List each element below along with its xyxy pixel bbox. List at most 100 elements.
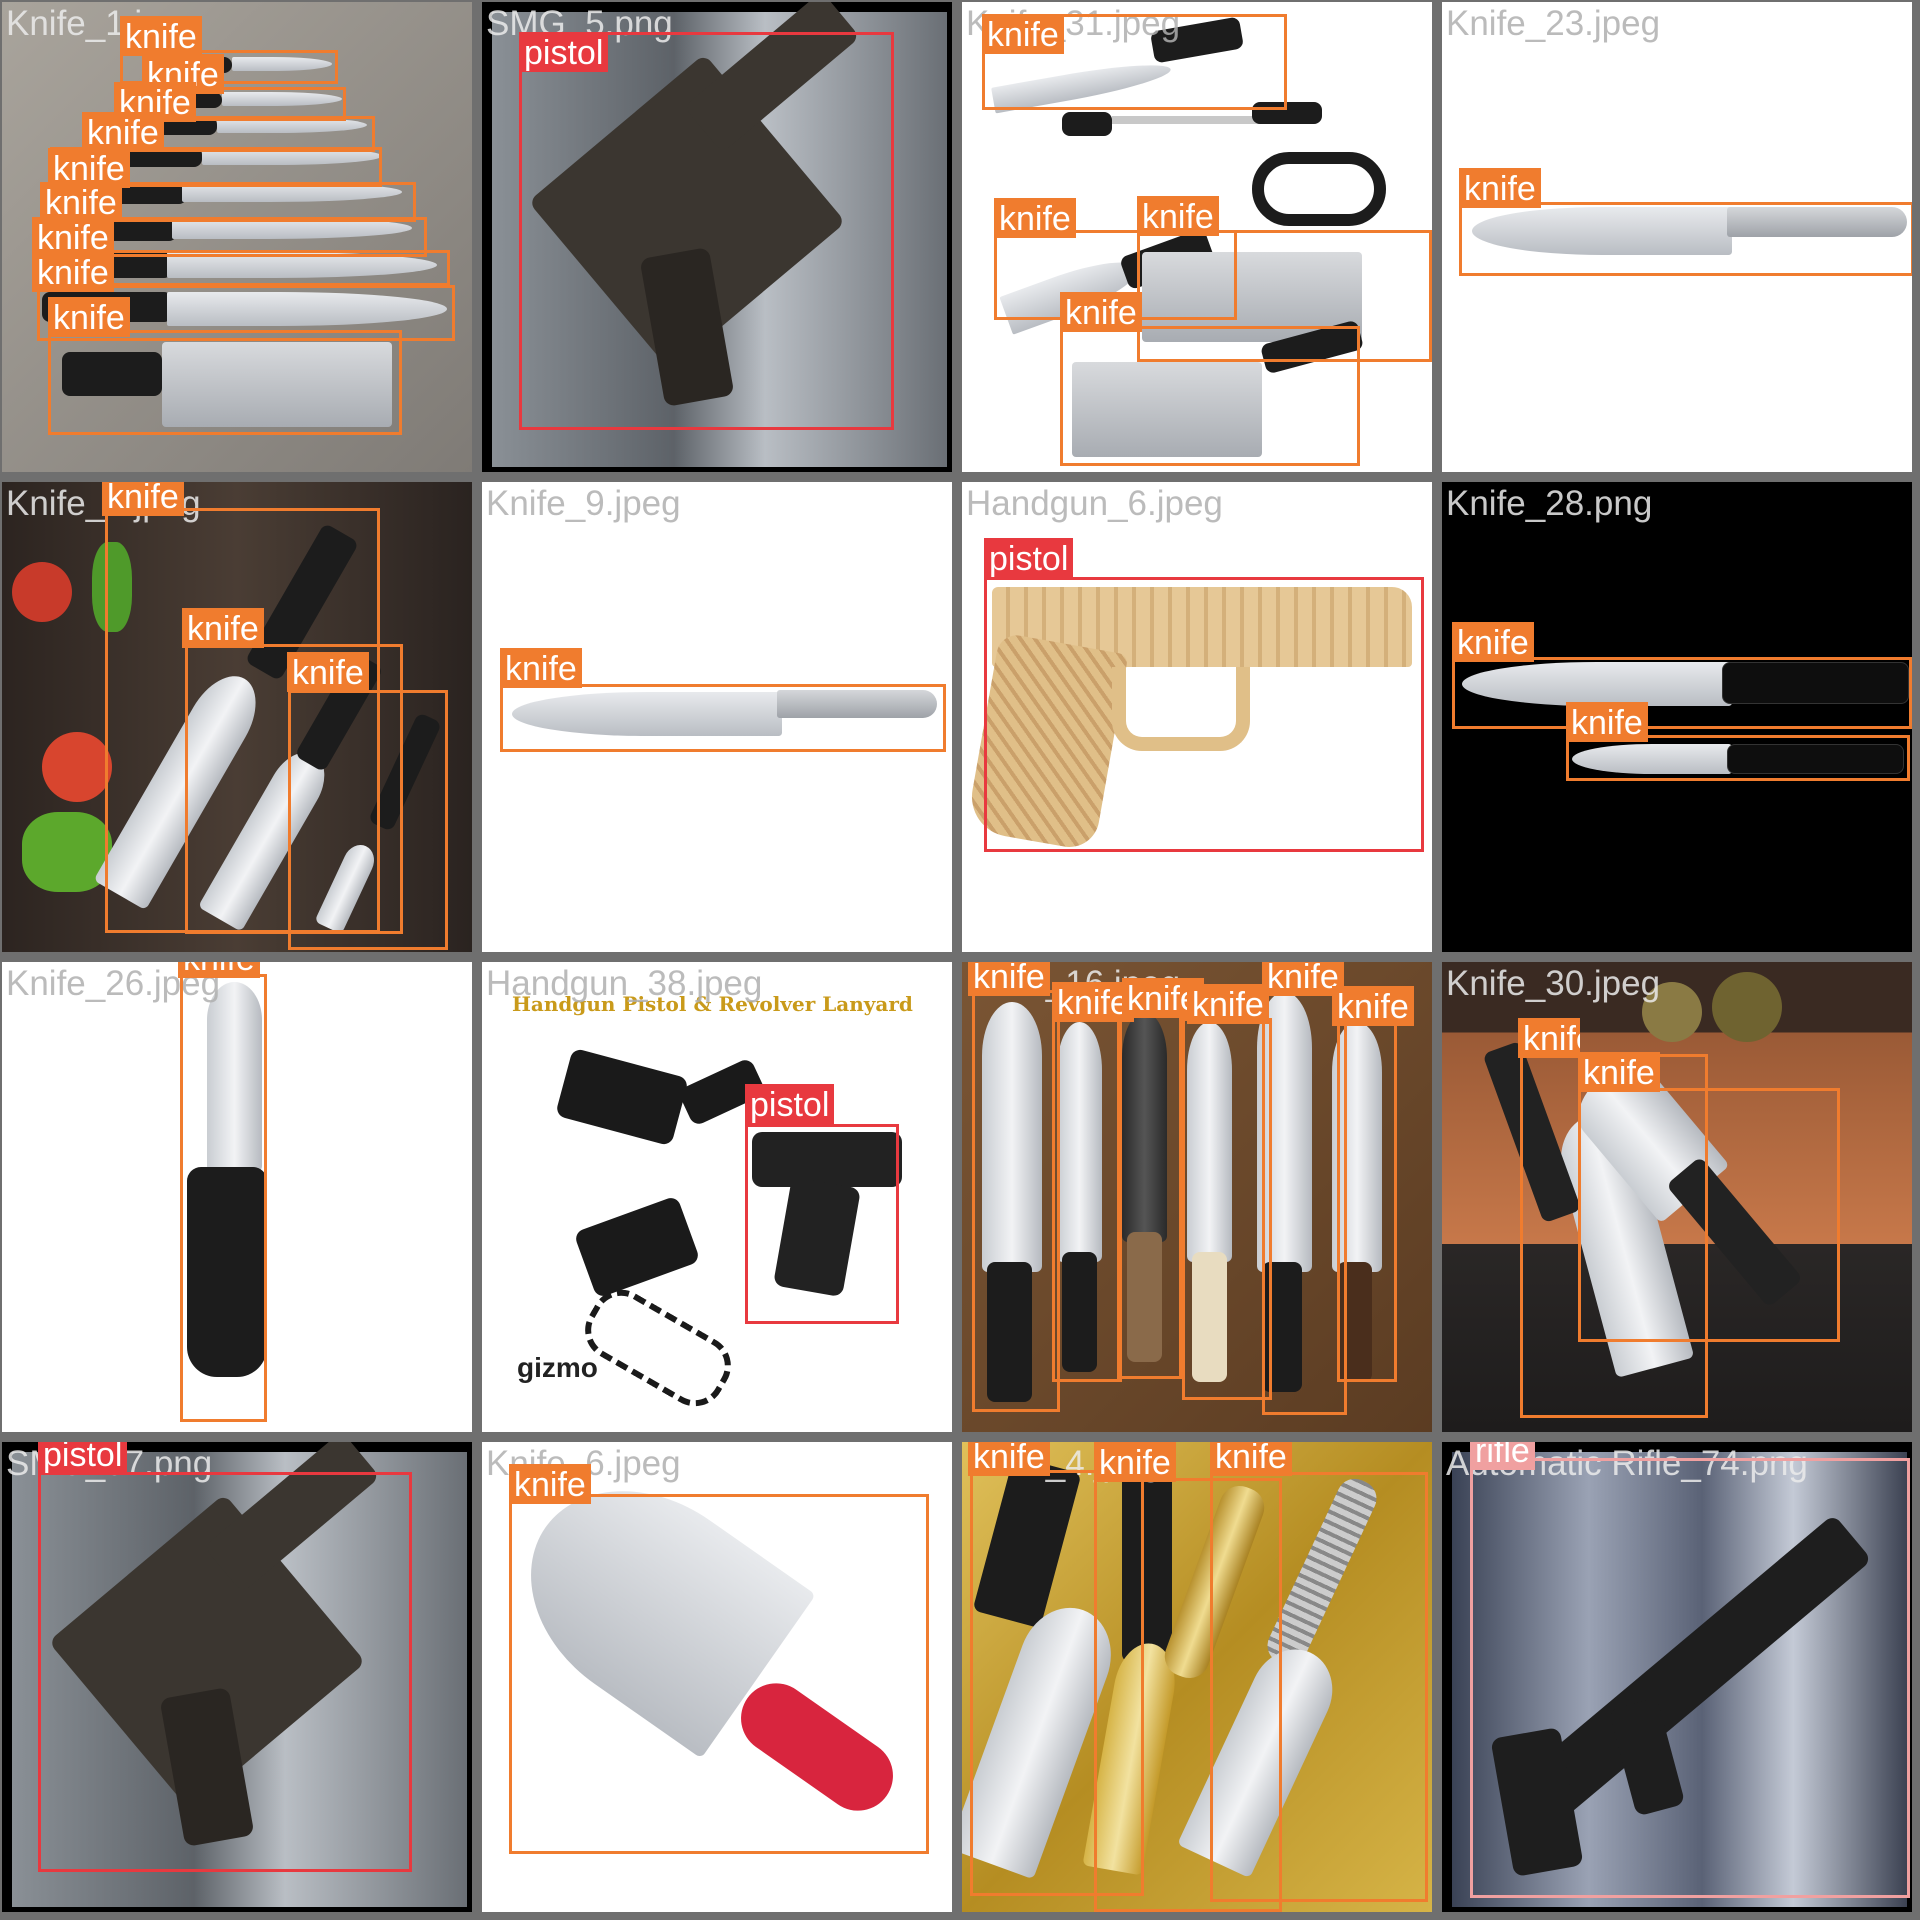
image-tile[interactable]: Automatic Rifle_74.png rifle <box>1442 1442 1912 1912</box>
detection-label: knife <box>102 482 184 516</box>
detection-label: knife <box>178 962 260 978</box>
detection-label: knife <box>994 198 1076 238</box>
image-tile[interactable]: Knife_9.jpeg knife <box>482 482 952 952</box>
detection-box[interactable] <box>745 1124 899 1324</box>
tile-image <box>2 482 472 952</box>
detection-box[interactable] <box>1459 202 1912 276</box>
detection-label: knife <box>48 148 130 188</box>
image-filename: Knife_28.png <box>1446 484 1653 523</box>
detection-label: knife <box>1094 1442 1176 1482</box>
detection-box[interactable] <box>1052 1016 1122 1382</box>
detection-box[interactable] <box>1470 1458 1910 1898</box>
detection-label: knife <box>48 297 130 337</box>
detection-box[interactable] <box>1262 990 1347 1415</box>
detection-label: knife <box>287 652 369 692</box>
detection-box[interactable] <box>509 1494 929 1854</box>
detection-label: knife <box>982 14 1064 54</box>
detection-box[interactable] <box>1452 657 1912 729</box>
detection-box[interactable] <box>1337 1022 1397 1382</box>
image-filename: Handgun_38.jpeg <box>486 964 763 1003</box>
brand-logo: gizmo <box>517 1352 598 1383</box>
detection-label: knife <box>1137 196 1219 236</box>
image-tile[interactable]: Handgun_6.jpeg pistol <box>962 482 1432 952</box>
detection-label: knife <box>968 962 1050 996</box>
detection-label: knife <box>509 1464 591 1504</box>
detection-label: knife <box>32 252 114 292</box>
detection-label: knife <box>1566 702 1648 742</box>
tile-image <box>482 2 952 472</box>
detection-label: knife <box>1187 984 1269 1024</box>
detection-box[interactable] <box>48 330 402 435</box>
detection-box[interactable] <box>288 690 448 950</box>
image-tile[interactable]: Knife_4.jpeg knife knife knife <box>962 1442 1432 1912</box>
detection-label: knife <box>1452 622 1534 662</box>
detection-label: knife <box>1518 1018 1580 1058</box>
detection-label: knife <box>1459 168 1541 208</box>
detection-label: knife <box>40 182 122 222</box>
image-tile[interactable]: Knife_31.jpeg knife knife knife knife <box>962 2 1432 472</box>
detection-label: knife <box>1060 292 1142 332</box>
tile-image <box>2 962 472 1432</box>
detection-label: knife <box>82 112 164 152</box>
detection-box[interactable] <box>984 577 1424 852</box>
image-tile[interactable]: Knife_6.jpeg knife <box>482 1442 952 1912</box>
detection-box[interactable] <box>519 32 894 430</box>
image-tile[interactable]: SMG_5.png pistol <box>482 2 952 472</box>
tile-image <box>962 962 1432 1432</box>
detection-label: knife <box>968 1442 1050 1476</box>
image-filename: Knife_9.jpeg <box>486 484 681 523</box>
tile-image <box>482 962 952 1432</box>
detection-label: rifle <box>1470 1442 1535 1470</box>
image-filename: Knife_30.jpeg <box>1446 964 1661 1003</box>
detection-box[interactable] <box>972 990 1060 1412</box>
detection-label: knife <box>1262 962 1344 996</box>
tile-image <box>482 482 952 952</box>
tile-image <box>482 1442 952 1912</box>
image-tile[interactable]: Knife_5.jpeg knife knife knife <box>2 482 472 952</box>
detection-box[interactable] <box>1094 1478 1282 1912</box>
image-tile[interactable]: Knife_23.jpeg knife <box>1442 2 1912 472</box>
detection-box[interactable] <box>37 285 455 341</box>
image-tile[interactable]: Knife_16.jpeg knife knife knife knife kn… <box>962 962 1432 1432</box>
detection-box[interactable] <box>38 1472 412 1872</box>
image-tile[interactable]: Knife_28.png knife knife <box>1442 482 1912 952</box>
detection-box[interactable] <box>500 684 946 752</box>
tile-image <box>1442 1442 1912 1912</box>
detection-label: pistol <box>984 538 1074 578</box>
detection-label: knife <box>1210 1442 1292 1476</box>
detection-label: pistol <box>38 1442 128 1474</box>
detection-label: knife <box>1052 982 1134 1022</box>
tile-image <box>962 1442 1432 1912</box>
detection-box[interactable] <box>180 974 267 1422</box>
detection-box[interactable] <box>1210 1472 1428 1902</box>
image-tile[interactable]: Knife_26.jpeg knife <box>2 962 472 1432</box>
detection-label: knife <box>1578 1052 1660 1092</box>
detection-box[interactable] <box>1117 1014 1182 1379</box>
detection-label: knife <box>182 608 264 648</box>
detection-box[interactable] <box>982 14 1287 110</box>
image-tile[interactable]: Handgun_38.jpeg Handgun Pistol & Revolve… <box>482 962 952 1432</box>
detection-label: knife <box>32 217 114 257</box>
detection-box[interactable] <box>120 50 338 84</box>
image-filename: Handgun_6.jpeg <box>966 484 1223 523</box>
detection-label: pistol <box>519 32 609 72</box>
image-filename: Knife_23.jpeg <box>1446 4 1661 43</box>
tile-image <box>1442 482 1912 952</box>
detection-box[interactable] <box>185 644 403 934</box>
tile-image <box>2 1442 472 1912</box>
detection-label: knife <box>1332 986 1414 1026</box>
image-tile[interactable]: SMG_57.png pistol <box>2 1442 472 1912</box>
detection-box[interactable] <box>1566 735 1910 781</box>
detection-box[interactable] <box>970 1470 1144 1896</box>
detection-box[interactable] <box>1578 1088 1840 1342</box>
detection-box[interactable] <box>1060 326 1360 466</box>
tile-image <box>1442 2 1912 472</box>
image-tile[interactable]: Knife_30.jpeg knife knife <box>1442 962 1912 1432</box>
detection-label: knife <box>500 648 582 688</box>
detection-label: knife <box>120 16 202 56</box>
lanyard-caption: Handgun Pistol & Revolver Lanyard <box>512 992 913 1016</box>
detection-label: pistol <box>745 1084 835 1124</box>
detection-box[interactable] <box>1182 1018 1272 1400</box>
image-tile[interactable]: Knife_1.jpeg knife knife knife knife kni… <box>2 2 472 472</box>
